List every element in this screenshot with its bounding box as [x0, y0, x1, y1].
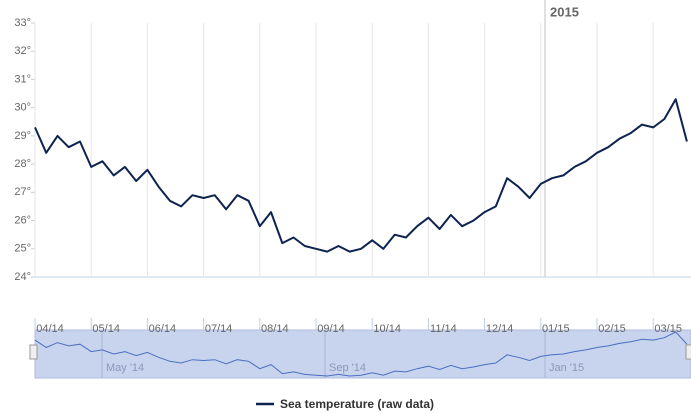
x-tick-label: 12/14 — [486, 323, 514, 335]
x-tick-label: 03/15 — [654, 323, 682, 335]
navigator-label: May '14 — [106, 362, 144, 374]
x-tick-label: 01/15 — [542, 323, 570, 335]
navigator-series — [34, 331, 688, 377]
x-tick-label: 06/14 — [149, 323, 177, 335]
navigator-handle[interactable] — [685, 344, 691, 360]
navigator-label: Jan '15 — [549, 362, 584, 374]
y-tick-label: 29° — [14, 130, 31, 142]
x-tick-label: 08/14 — [261, 323, 289, 335]
navigator-label: Sep '14 — [329, 362, 366, 374]
y-tick-label: 33° — [14, 17, 31, 29]
y-tick-label: 32° — [14, 45, 31, 57]
y-tick-label: 24° — [14, 271, 31, 283]
x-tick-label: 02/15 — [598, 323, 626, 335]
y-tick-label: 25° — [14, 243, 31, 255]
legend-label[interactable]: Sea temperature (raw data) — [280, 397, 434, 411]
y-tick-label: 27° — [14, 186, 31, 198]
year-label: 2015 — [550, 4, 579, 19]
x-tick-label: 09/14 — [317, 323, 345, 335]
x-tick-label: 07/14 — [205, 323, 233, 335]
x-tick-label: 10/14 — [373, 323, 401, 335]
y-tick-label: 28° — [14, 158, 31, 170]
navigator-handle[interactable] — [29, 344, 38, 360]
line-series — [34, 98, 688, 253]
navigator-mask[interactable] — [34, 329, 691, 379]
x-tick-label: 05/14 — [92, 323, 120, 335]
x-tick-label: 04/14 — [36, 323, 64, 335]
y-tick-label: 30° — [14, 102, 31, 114]
y-tick-label: 26° — [14, 214, 31, 226]
x-tick-label: 11/14 — [430, 323, 457, 335]
y-tick-label: 31° — [14, 73, 31, 85]
